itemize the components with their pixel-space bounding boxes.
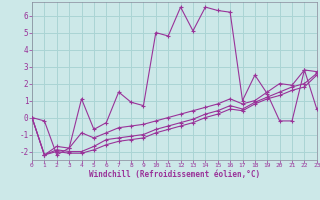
X-axis label: Windchill (Refroidissement éolien,°C): Windchill (Refroidissement éolien,°C) — [89, 170, 260, 179]
